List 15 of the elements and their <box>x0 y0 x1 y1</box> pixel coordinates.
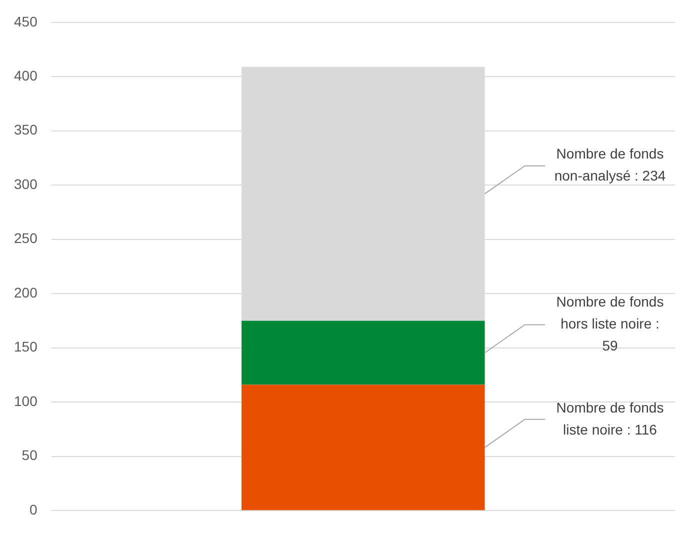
y-tick-label: 300 <box>14 176 38 192</box>
data-label: Nombre de fonds hors liste noire : 59 <box>556 294 664 354</box>
y-tick-label: 200 <box>14 284 38 300</box>
y-tick-label: 150 <box>14 338 38 355</box>
bar <box>242 384 485 510</box>
y-tick-label: 250 <box>14 230 38 246</box>
y-tick-label: 100 <box>14 392 38 409</box>
data-label: Nombre de fonds non-analysé : 234 <box>554 146 666 184</box>
y-tick-label: 400 <box>14 68 38 84</box>
y-tick-label: 0 <box>30 501 38 518</box>
y-tick-label: 50 <box>22 447 38 464</box>
y-tick-label: 450 <box>14 13 38 30</box>
y-tick-label: 350 <box>14 122 38 138</box>
bar <box>242 320 485 385</box>
data-label: Nombre de fonds liste noire : 116 <box>556 399 664 438</box>
